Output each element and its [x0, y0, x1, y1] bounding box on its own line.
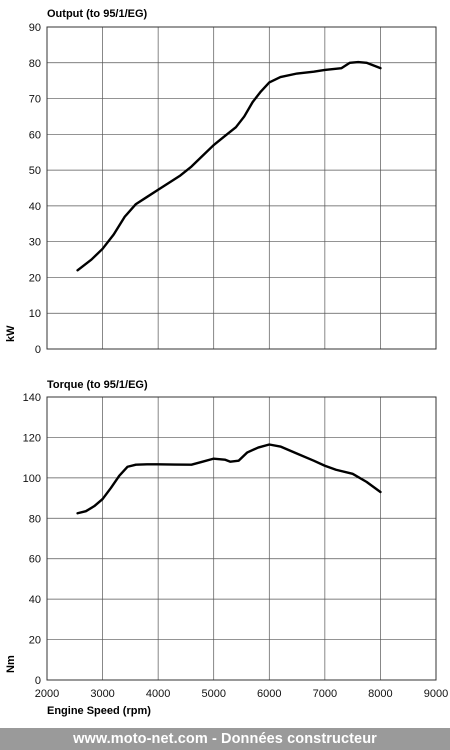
torque-ytick-label: 20: [29, 635, 41, 647]
torque-ytick-label: 40: [29, 594, 41, 606]
output-ytick-label: 70: [29, 94, 41, 106]
torque-y-axis-label: Nm: [5, 655, 17, 673]
output-ytick-label: 40: [29, 201, 41, 213]
torque-xtick-label: 9000: [424, 688, 448, 700]
torque-x-axis-label: Engine Speed (rpm): [47, 705, 151, 717]
torque-ytick-label: 100: [23, 473, 41, 485]
torque-xtick-label: 7000: [313, 688, 337, 700]
output-plot-frame: [46, 26, 437, 350]
output-ytick-label: 50: [29, 165, 41, 177]
output-chart: 0 10 20 30 40 50 60 70 80 90 Output (to 95/1/EG) kW: [5, 8, 437, 356]
torque-xtick-label: 5000: [201, 688, 225, 700]
torque-plot-frame: [46, 396, 437, 681]
output-ytick-label: 30: [29, 237, 41, 249]
output-ytick-label: 80: [29, 58, 41, 70]
torque-series-line: [76, 443, 382, 515]
output-series-line: [76, 60, 382, 272]
output-chart-title: Output (to 95/1/EG): [47, 8, 148, 20]
output-y-axis-label: kW: [5, 325, 17, 342]
output-ytick-label: 0: [35, 344, 41, 356]
torque-chart: 0 20 40 60 80 100 120 140 2000 3000 4000 5000 6000 70…: [5, 379, 448, 717]
torque-ytick-label: 120: [23, 432, 41, 444]
torque-xtick-label: 8000: [368, 688, 392, 700]
torque-ytick-label: 60: [29, 554, 41, 566]
torque-ytick-label: 80: [29, 513, 41, 525]
torque-chart-title: Torque (to 95/1/EG): [47, 379, 148, 391]
footer-watermark: www.moto-net.com - Données constructeur: [0, 728, 450, 750]
output-ytick-label: 60: [29, 129, 41, 141]
torque-xtick-label: 2000: [35, 688, 59, 700]
output-ytick-label: 10: [29, 308, 41, 320]
torque-xtick-label: 3000: [90, 688, 114, 700]
torque-ytick-label: 140: [23, 392, 41, 404]
torque-xtick-label: 4000: [146, 688, 170, 700]
output-ytick-label: 90: [29, 22, 41, 34]
torque-xtick-label: 6000: [257, 688, 281, 700]
output-ytick-label: 20: [29, 272, 41, 284]
torque-ytick-label: 0: [35, 675, 41, 687]
